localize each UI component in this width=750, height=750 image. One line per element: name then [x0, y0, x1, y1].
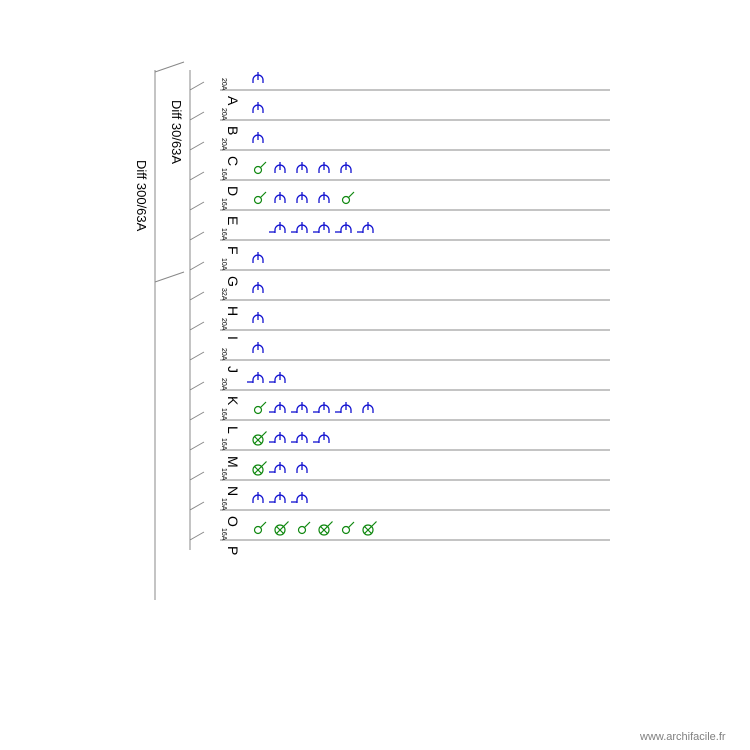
branch-rating: 16A — [220, 528, 227, 541]
branch-label: I — [225, 336, 241, 340]
branch-rating: 20A — [220, 138, 227, 151]
branch-L: L 16A — [190, 402, 610, 434]
branch-rating: 32A — [220, 288, 227, 301]
diff-label: Diff 300/63A — [134, 160, 149, 232]
branch-D: D 16A — [190, 162, 610, 196]
branch-M: M 16A — [190, 432, 610, 468]
diff-label: Diff 30/63A — [169, 100, 184, 164]
branch-E: E 16A — [190, 192, 610, 225]
branch-C: C 20A — [190, 132, 610, 166]
branch-rating: 20A — [220, 108, 227, 121]
branch-P: P 16A — [190, 522, 610, 556]
branch-rating: 16A — [220, 408, 227, 421]
branch-K: K 20A — [190, 372, 610, 406]
branch-label: M — [225, 456, 241, 468]
branch-label: K — [225, 396, 241, 406]
branch-label: L — [225, 426, 241, 434]
branch-label: D — [225, 186, 241, 196]
watermark: www.archifacile.fr — [639, 731, 726, 743]
branch-label: H — [225, 306, 241, 316]
branch-N: N 16A — [190, 462, 610, 497]
branch-rating: 20A — [220, 78, 227, 91]
branch-label: J — [225, 366, 241, 373]
branch-rating: 10A — [220, 258, 227, 271]
branch-F: F 16A — [190, 222, 610, 255]
branch-H: H 32A — [190, 282, 610, 316]
branch-rating: 16A — [220, 168, 227, 181]
branch-I: I 20A — [190, 312, 610, 340]
branch-label: B — [225, 126, 241, 135]
branch-B: B 20A — [190, 102, 610, 135]
branch-label: P — [225, 546, 241, 555]
branch-label: E — [225, 216, 241, 225]
branch-rating: 16A — [220, 498, 227, 511]
branch-label: N — [225, 486, 241, 496]
branch-J: J 20A — [190, 342, 610, 373]
branch-label: C — [225, 156, 241, 166]
electrical-schematic: Diff 30/63ADiff 300/63AA20AB20AC20AD16AE… — [0, 0, 750, 750]
branch-rating: 16A — [220, 198, 227, 211]
branch-label: O — [225, 516, 241, 527]
branch-O: O 16A — [190, 492, 610, 527]
branch-rating: 20A — [220, 378, 227, 391]
branch-label: F — [225, 246, 241, 255]
branch-label: G — [225, 276, 241, 287]
branch-rating: 20A — [220, 318, 227, 331]
branch-G: G 10A — [190, 252, 610, 287]
branch-rating: 16A — [220, 438, 227, 451]
branch-rating: 16A — [220, 228, 227, 241]
branch-rating: 16A — [220, 468, 227, 481]
branch-label: A — [225, 96, 241, 106]
branch-rating: 20A — [220, 348, 227, 361]
branch-A: A 20A — [190, 72, 610, 106]
